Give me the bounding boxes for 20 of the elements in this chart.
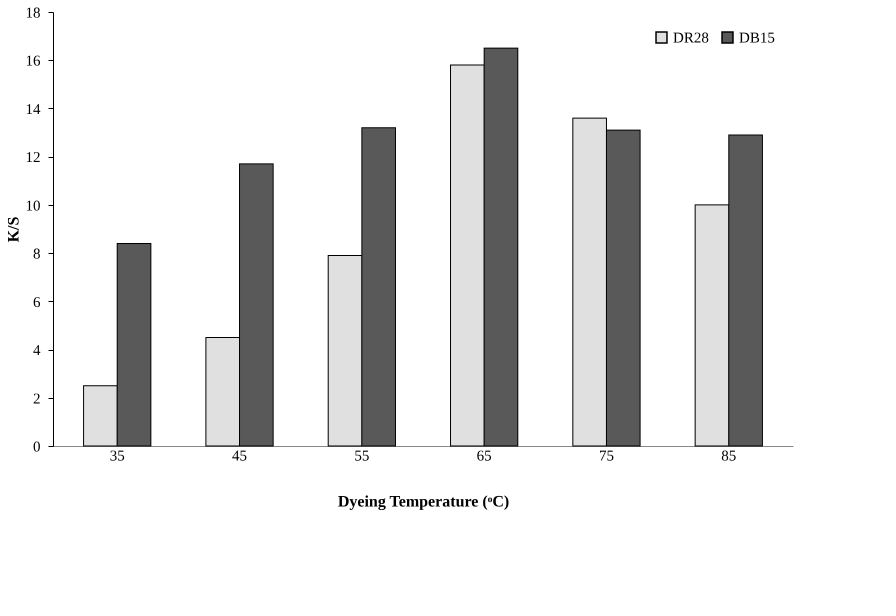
y-tick-label: 18 [26,6,40,22]
x-axis-title: Dyeing Temperature (ᵒC) [338,494,510,510]
y-tick-label: 2 [33,391,40,408]
x-tick-label: 85 [721,448,736,464]
x-tick-label: 75 [598,448,614,464]
x-tick-label: 55 [354,448,370,464]
legend-label: DR28 [673,30,709,47]
y-tick-label: 14 [26,102,41,118]
y-tick-label: 0 [33,440,40,456]
x-tick-label: 65 [476,448,492,464]
y-tick-label: 8 [33,246,40,263]
y-tick-label: 10 [26,198,40,214]
y-tick-label: 6 [33,294,41,311]
legend-label: DB15 [739,30,775,47]
x-tick-label: 45 [232,448,248,464]
y-tick-label: 16 [26,54,41,70]
y-tick-label: 4 [33,343,41,360]
x-tick-label: 35 [110,448,125,464]
y-axis-title: K/S [6,216,22,242]
y-tick-label: 12 [26,150,40,166]
